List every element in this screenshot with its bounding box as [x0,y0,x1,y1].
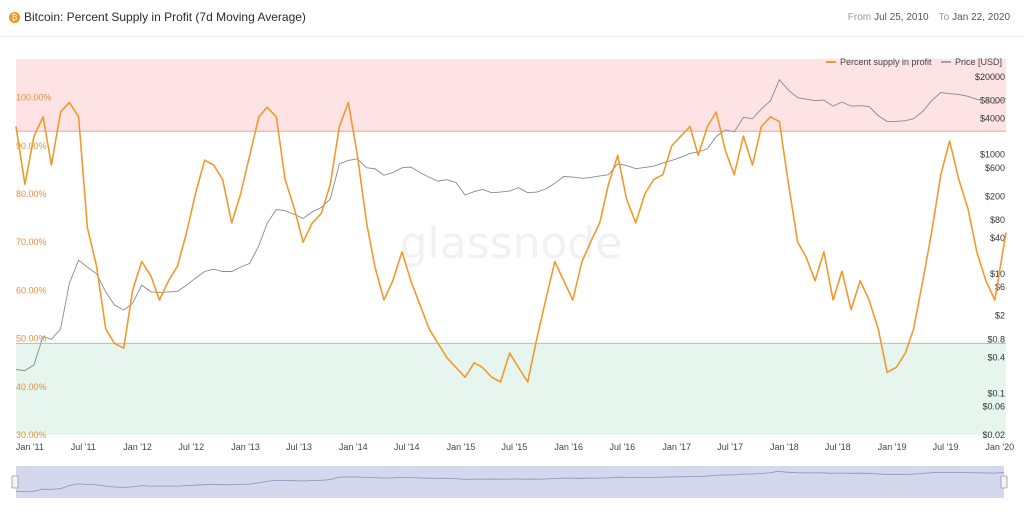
left-axis-tick-label: 30.00% [16,430,47,440]
to-date[interactable]: Jan 22, 2020 [952,12,1010,23]
x-axis-tick-label: Jul '12 [178,442,204,452]
x-axis-tick-label: Jan '12 [123,442,152,452]
watermark: glassnode [400,218,623,269]
legend-label-price[interactable]: Price [USD] [955,57,1002,67]
left-axis-tick-label: 90.00% [16,141,47,151]
x-axis-tick-label: Jul '17 [717,442,743,452]
x-axis-tick-label: Jan '18 [770,442,799,452]
left-axis-tick-label: 80.00% [16,189,47,199]
left-axis-tick-label: 70.00% [16,237,47,247]
x-axis-tick-label: Jul '11 [71,442,96,452]
right-axis-tick-label: $600 [985,163,1005,173]
from-date[interactable]: Jul 25, 2010 [874,12,929,23]
left-axis-tick-label: 60.00% [16,285,47,295]
x-axis-tick-label: Jan '20 [985,442,1014,452]
lower-zone-band [16,343,1006,435]
x-axis-tick-label: Jan '17 [662,442,691,452]
right-axis-tick-label: $0.1 [987,388,1005,398]
x-axis-tick-label: Jul '15 [502,442,528,452]
from-label: From [847,12,872,23]
right-axis-tick-label: $40 [990,233,1005,243]
left-axis-tick-label: 40.00% [16,382,47,392]
left-axis-tick-label: 100.00% [16,93,52,103]
chart-title: Bitcoin: Percent Supply in Profit (7d Mo… [24,10,306,24]
x-axis-tick-label: Jan '14 [339,442,368,452]
x-axis-tick-label: Jul '14 [394,442,420,452]
right-axis-tick-label: $6 [995,282,1005,292]
right-axis-tick-label: $8000 [980,96,1005,106]
right-axis-tick-label: $20000 [975,72,1005,82]
navigator-series-line [16,470,1005,492]
x-axis-tick-label: Jan '13 [231,442,260,452]
right-axis-tick-label: $80 [990,215,1005,225]
percent-supply-in-profit-line [15,101,1007,383]
x-axis-tick-label: Jan '16 [554,442,583,452]
navigator-right-handle[interactable] [1000,475,1008,489]
x-axis-tick-label: Jul '13 [286,442,312,452]
right-axis-tick-label: $10 [990,269,1005,279]
x-axis-tick-label: Jan '11 [16,442,44,452]
to-label: To [938,12,950,23]
x-axis-tick-label: Jul '16 [610,442,636,452]
right-axis-tick-label: $2 [995,311,1005,321]
right-axis-tick-label: $0.06 [982,402,1005,412]
navigator-left-handle[interactable] [11,475,19,489]
right-axis-tick-label: $0.8 [987,334,1005,344]
upper-zone-band [16,59,1006,132]
date-range: From Jul 25, 2010 To Jan 22, 2020 [848,12,1010,23]
x-axis-tick-label: Jul '19 [933,442,959,452]
right-axis-tick-label: $1000 [980,150,1005,160]
bitcoin-logo-icon: ₿ [9,12,20,23]
right-axis-tick-label: $200 [985,191,1005,201]
left-axis-tick-label: 50.00% [16,334,47,344]
legend-label-profit[interactable]: Percent supply in profit [840,57,932,67]
chart-header: ₿ Bitcoin: Percent Supply in Profit (7d … [0,0,1024,37]
x-axis-tick-label: Jan '19 [878,442,907,452]
right-axis-tick-label: $4000 [980,114,1005,124]
x-axis-tick-label: Jan '15 [447,442,476,452]
x-axis-tick-label: Jul '18 [825,442,851,452]
navigator-range-area[interactable] [16,466,1004,498]
right-axis-tick-label: $0.4 [987,352,1005,362]
price-series-line [15,78,1007,372]
right-axis-tick-label: $0.02 [982,430,1005,440]
